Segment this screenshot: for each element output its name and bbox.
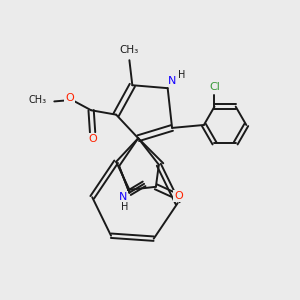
Text: N: N (119, 192, 127, 202)
Text: H: H (178, 70, 185, 80)
Text: CH₃: CH₃ (29, 95, 47, 105)
Text: O: O (174, 190, 183, 201)
Text: CH₃: CH₃ (120, 45, 139, 55)
Text: N: N (168, 76, 176, 86)
Text: O: O (88, 134, 97, 144)
Text: O: O (65, 93, 74, 103)
Text: H: H (121, 202, 129, 212)
Text: Cl: Cl (210, 82, 220, 92)
